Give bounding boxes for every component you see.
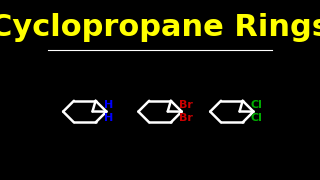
Text: H: H [104,100,113,110]
Text: Br: Br [180,113,193,123]
Text: Br: Br [180,100,193,110]
Text: Cl: Cl [250,113,262,123]
Text: Cyclopropane Rings: Cyclopropane Rings [0,12,320,42]
Text: H: H [104,113,113,123]
Text: Cl: Cl [250,100,262,110]
